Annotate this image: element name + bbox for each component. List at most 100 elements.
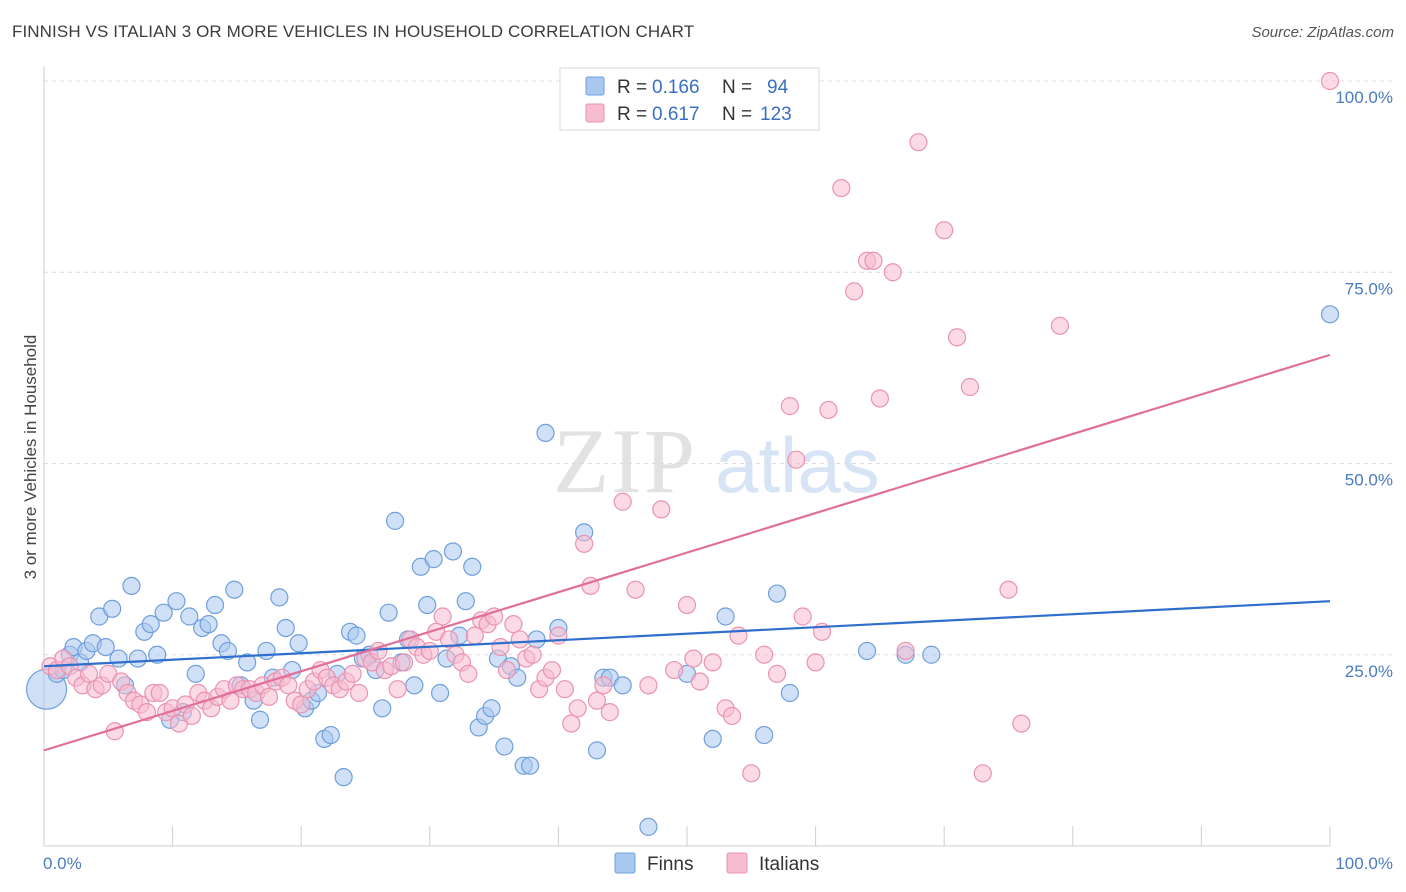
finns-point-29 xyxy=(225,580,244,599)
italians-point-124 xyxy=(1320,71,1340,91)
finns-point-53 xyxy=(379,603,398,622)
series-finns xyxy=(25,305,1340,836)
y-tick-label-0: 25.0% xyxy=(1345,662,1393,681)
italians-point-89 xyxy=(626,580,645,599)
watermark: ZIP atlas xyxy=(553,410,880,512)
italians-point-81 xyxy=(562,714,581,733)
finns-point-76 xyxy=(527,630,546,649)
finns-point-84 xyxy=(639,817,658,836)
finns-point-31 xyxy=(238,653,257,672)
stats-legend-swatch-finns xyxy=(585,76,605,96)
italians-point-102 xyxy=(767,664,787,683)
finns-point-25 xyxy=(199,615,218,634)
legend-label-finns: Finns xyxy=(647,854,693,875)
italians-point-34 xyxy=(259,687,279,706)
italians-point-75 xyxy=(523,645,542,664)
italians-point-118 xyxy=(947,328,967,347)
trend-lines xyxy=(43,353,1331,752)
legend-swatch-italians xyxy=(726,852,748,874)
finns-point-39 xyxy=(289,634,308,653)
italians-point-104 xyxy=(787,450,806,469)
finns-point-34 xyxy=(257,641,276,661)
italians-point-114 xyxy=(883,263,902,282)
finns-point-54 xyxy=(385,511,405,530)
finns-point-23 xyxy=(186,664,205,683)
finns-point-14 xyxy=(128,649,147,668)
italians-point-59 xyxy=(420,641,439,661)
italians-point-92 xyxy=(665,660,684,680)
italians-point-65 xyxy=(459,664,478,683)
finns-point-48 xyxy=(347,626,366,645)
italians-point-100 xyxy=(742,764,761,783)
italians-point-115 xyxy=(896,641,915,661)
finns-point-20 xyxy=(167,592,186,611)
y-axis-label: 3 or more Vehicles in Household xyxy=(21,335,40,580)
finns-point-90 xyxy=(780,683,799,703)
italians-point-80 xyxy=(555,680,574,699)
finns-point-66 xyxy=(463,557,482,576)
stats-legend: R = 0.166 N = 94 R = 0.617 N = 123 xyxy=(559,67,820,131)
finns-point-13 xyxy=(122,576,141,596)
finns-point-63 xyxy=(443,542,463,561)
finns-point-69 xyxy=(482,699,501,718)
italians-point-55 xyxy=(394,653,414,672)
italians-point-119 xyxy=(960,377,980,397)
italians-point-72 xyxy=(504,615,523,634)
finns-point-36 xyxy=(270,588,289,607)
finns-trend-line xyxy=(43,600,1331,668)
italians-point-101 xyxy=(755,645,774,664)
italians-point-39 xyxy=(292,695,311,714)
italians-point-17 xyxy=(150,683,169,703)
italians-trend-line xyxy=(43,353,1331,752)
italians-point-120 xyxy=(973,764,992,783)
italians-point-93 xyxy=(677,595,697,615)
series-legend: Finns Italians xyxy=(614,852,819,875)
finns-point-91 xyxy=(857,641,877,661)
italians-point-98 xyxy=(722,706,742,726)
finns-point-22 xyxy=(180,607,199,626)
italians-point-91 xyxy=(652,500,671,519)
finns-point-52 xyxy=(373,699,392,718)
italians-point-96 xyxy=(703,653,722,672)
finns-point-87 xyxy=(716,607,735,626)
italians-point-99 xyxy=(729,626,748,645)
finns-point-37 xyxy=(276,618,295,638)
italians-point-123 xyxy=(1050,316,1070,335)
italians-point-71 xyxy=(497,660,517,680)
finns-point-17 xyxy=(148,645,167,664)
stats-r-value-italians: 0.617 xyxy=(652,104,700,125)
italians-point-22 xyxy=(182,706,201,726)
y-tick-label-3: 100.0% xyxy=(1335,88,1393,107)
finns-point-57 xyxy=(405,676,424,695)
italians-point-85 xyxy=(587,691,607,710)
stats-n-value-italians: 123 xyxy=(760,104,792,125)
stats-n-label-finns: N = xyxy=(722,77,752,98)
italians-point-70 xyxy=(491,637,510,657)
finns-point-16 xyxy=(141,615,160,634)
italians-point-110 xyxy=(845,282,864,301)
italians-point-61 xyxy=(433,607,452,626)
y-tick-label-1: 50.0% xyxy=(1345,471,1393,490)
source-label: Source: ZipAtlas.com xyxy=(1251,24,1394,41)
legend-label-italians: Italians xyxy=(759,854,819,875)
finns-point-75 xyxy=(521,756,540,775)
finns-point-59 xyxy=(418,595,437,615)
chart-title: FINNISH VS ITALIAN 3 OR MORE VEHICLES IN… xyxy=(12,22,695,41)
italians-point-106 xyxy=(806,653,825,672)
italians-point-83 xyxy=(575,534,594,553)
finns-point-18 xyxy=(154,603,173,622)
finns-point-77 xyxy=(536,423,555,442)
italians-point-78 xyxy=(542,660,562,680)
finns-point-94 xyxy=(1320,305,1340,324)
italians-point-88 xyxy=(613,492,632,511)
italians-point-73 xyxy=(510,630,529,649)
italians-point-37 xyxy=(279,676,298,695)
finns-point-46 xyxy=(334,768,353,787)
finns-point-9 xyxy=(96,637,115,657)
legend-swatch-finns xyxy=(614,852,636,874)
italians-point-47 xyxy=(343,664,362,683)
italians-point-108 xyxy=(819,400,838,420)
finns-point-86 xyxy=(703,729,722,749)
finns-point-60 xyxy=(424,550,443,569)
